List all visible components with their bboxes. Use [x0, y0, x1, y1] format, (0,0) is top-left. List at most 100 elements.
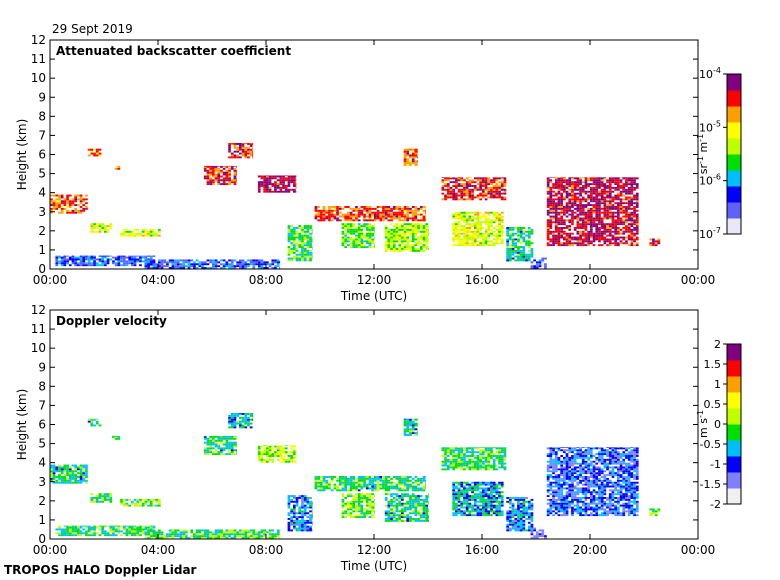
- heatmap-cell: [401, 215, 404, 218]
- x-tick-label: 08:00: [249, 273, 284, 287]
- heatmap-cell: [425, 230, 428, 233]
- heatmap-cell: [565, 209, 569, 212]
- heatmap-cell: [554, 206, 558, 208]
- heatmap-cell: [244, 150, 248, 153]
- heatmap-cell: [66, 262, 69, 265]
- heatmap-cell: [460, 227, 464, 229]
- heatmap-cell: [563, 236, 566, 239]
- heatmap-cell: [360, 510, 364, 513]
- heatmap-cell: [403, 162, 407, 165]
- heatmap-cell: [295, 185, 297, 187]
- heatmap-cell: [552, 206, 555, 208]
- heatmap-cell: [463, 219, 466, 222]
- heatmap-cell: [293, 227, 296, 229]
- heatmap-cell: [225, 177, 229, 180]
- heatmap-cell: [573, 177, 577, 180]
- heatmap-cell: [271, 175, 275, 178]
- heatmap-cell: [104, 534, 107, 537]
- heatmap-cell: [306, 228, 310, 231]
- heatmap-cell: [527, 236, 531, 239]
- heatmap-cell: [468, 225, 472, 228]
- heatmap-cell: [74, 474, 77, 477]
- heatmap-cell: [71, 477, 75, 480]
- heatmap-cell: [592, 186, 596, 189]
- heatmap-cell: [106, 255, 110, 257]
- heatmap-cell: [576, 236, 580, 239]
- heatmap-cell: [155, 533, 158, 536]
- heatmap-cell: [554, 234, 558, 237]
- heatmap-cell: [565, 240, 569, 243]
- heatmap-cell: [579, 217, 582, 220]
- heatmap-cell: [87, 258, 91, 261]
- heatmap-cell: [495, 213, 499, 216]
- heatmap-cell: [387, 228, 391, 231]
- heatmap-cell: [371, 516, 374, 519]
- heatmap-cell: [247, 143, 250, 145]
- heatmap-cell: [419, 219, 423, 222]
- heatmap-cell: [228, 537, 231, 539]
- heatmap-cell: [274, 185, 277, 187]
- heatmap-cell: [479, 227, 482, 229]
- heatmap-cell: [287, 445, 291, 447]
- colorbar-segment: [727, 218, 741, 235]
- heatmap-cell: [401, 495, 404, 498]
- heatmap-cell: [557, 228, 561, 231]
- heatmap-cell: [463, 215, 466, 218]
- heatmap-cell: [363, 477, 366, 480]
- heatmap-cell: [382, 207, 385, 210]
- heatmap-cell: [390, 219, 393, 222]
- heatmap-cell: [244, 529, 248, 532]
- heatmap-cell: [401, 213, 404, 216]
- heatmap-cell: [176, 267, 180, 269]
- heatmap-cell: [357, 489, 361, 492]
- heatmap-cell: [457, 179, 461, 182]
- heatmap-cell: [633, 206, 636, 208]
- heatmap-cell: [554, 240, 558, 243]
- heatmap-cell: [225, 441, 229, 444]
- heatmap-cell: [293, 453, 296, 456]
- heatmap-cell: [541, 259, 545, 262]
- heatmap-cell: [214, 535, 218, 538]
- heatmap-cell: [592, 181, 596, 184]
- heatmap-cell: [220, 531, 223, 534]
- heatmap-cell: [595, 223, 599, 226]
- heatmap-cell: [401, 236, 404, 239]
- heatmap-cell: [617, 196, 620, 199]
- heatmap-cell: [225, 169, 229, 172]
- heatmap-cell: [276, 445, 280, 447]
- heatmap-cell: [565, 190, 569, 193]
- heatmap-cell: [452, 238, 455, 241]
- heatmap-cell: [428, 230, 429, 233]
- heatmap-cell: [293, 510, 296, 513]
- heatmap-cell: [411, 495, 415, 498]
- heatmap-cell: [133, 262, 137, 265]
- heatmap-cell: [498, 196, 501, 199]
- heatmap-cell: [581, 238, 585, 241]
- heatmap-cell: [349, 232, 353, 235]
- heatmap-cell: [374, 489, 377, 492]
- heatmap-cell: [301, 525, 304, 528]
- heatmap-cell: [149, 228, 153, 231]
- heatmap-cell: [293, 177, 296, 180]
- heatmap-cell: [355, 215, 358, 218]
- heatmap-cell: [230, 167, 234, 170]
- heatmap-cell: [82, 532, 86, 535]
- heatmap-cell: [390, 495, 393, 498]
- heatmap-cell: [303, 253, 307, 256]
- heatmap-cell: [58, 262, 61, 265]
- heatmap-cell: [401, 228, 404, 231]
- heatmap-cell: [457, 236, 461, 239]
- heatmap-cell: [417, 479, 420, 482]
- heatmap-cell: [290, 495, 293, 498]
- heatmap-cell: [355, 227, 358, 229]
- heatmap-cell: [557, 230, 561, 233]
- heatmap-cell: [309, 527, 312, 530]
- heatmap-cell: [212, 165, 215, 168]
- heatmap-cell: [546, 211, 550, 214]
- heatmap-cell: [568, 240, 572, 243]
- heatmap-cell: [344, 206, 347, 208]
- heatmap-cell: [257, 183, 261, 186]
- heatmap-cell: [90, 150, 94, 153]
- heatmap-cell: [530, 242, 534, 245]
- heatmap-cell: [222, 537, 226, 539]
